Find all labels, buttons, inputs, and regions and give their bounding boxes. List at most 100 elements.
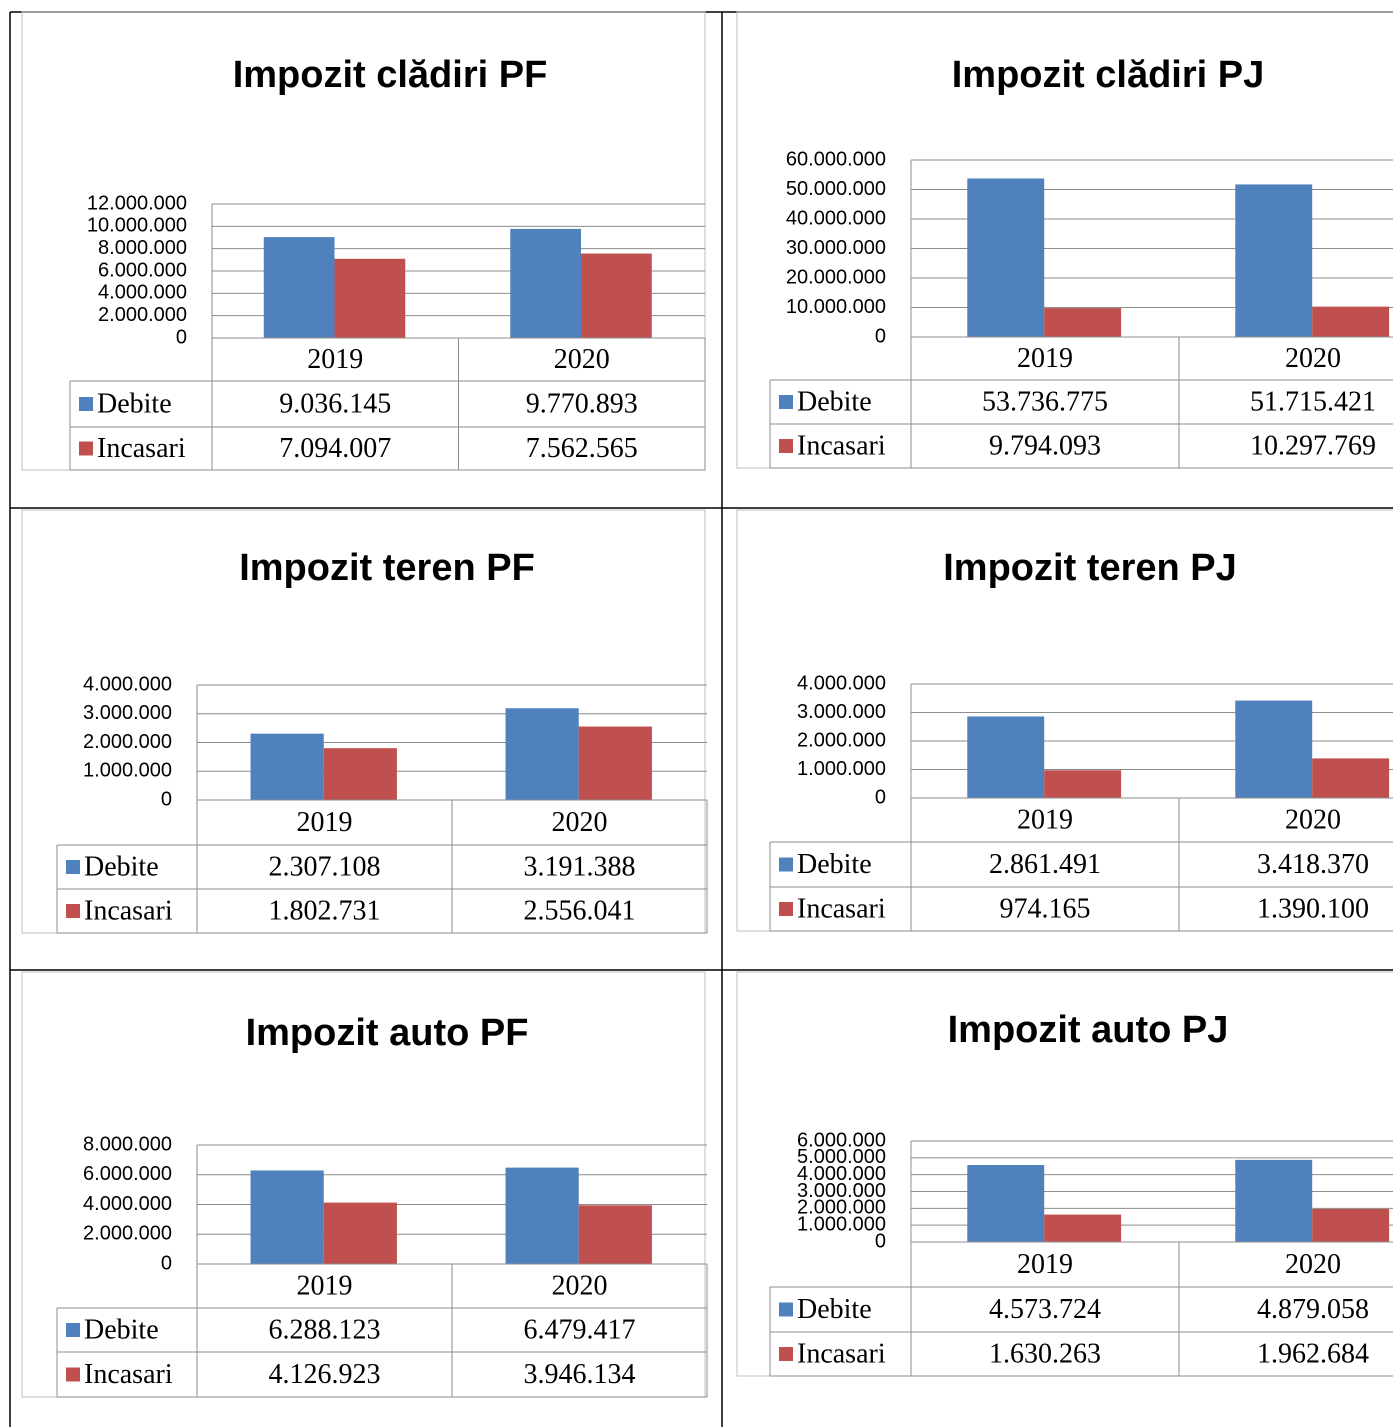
- legend-swatch: [66, 1367, 80, 1382]
- bar: [1312, 758, 1390, 798]
- y-tick-label: 40.000.000: [786, 207, 886, 229]
- x-tick-label: 2019: [1017, 804, 1073, 835]
- x-tick-label: 2020: [1285, 1249, 1341, 1280]
- y-tick-label: 0: [176, 326, 187, 348]
- x-tick-label: 2020: [1285, 343, 1341, 374]
- bar: [1044, 308, 1122, 337]
- data-table-value: 2.307.108: [269, 851, 381, 882]
- legend-swatch: [66, 904, 80, 918]
- legend-swatch: [66, 860, 80, 874]
- data-table-value: 53.736.775: [982, 386, 1108, 417]
- legend-swatch: [779, 1302, 793, 1317]
- legend-swatch: [779, 1347, 793, 1361]
- legend-label: Debite: [797, 849, 872, 880]
- bar: [1312, 1208, 1390, 1242]
- x-tick-label: 2020: [1285, 804, 1341, 835]
- y-tick-label: 2.000.000: [797, 1197, 886, 1219]
- y-tick-label: 4.000.000: [797, 672, 886, 694]
- bar: [967, 1165, 1045, 1242]
- chart-title: Impozit auto PJ: [948, 1009, 1229, 1051]
- legend-swatch: [779, 857, 793, 872]
- data-table-value: 974.165: [1000, 893, 1091, 924]
- x-tick-label: 2019: [297, 1270, 353, 1301]
- bar: [1235, 1159, 1313, 1242]
- data-table-value: 3.418.370: [1257, 849, 1369, 880]
- y-tick-label: 30.000.000: [786, 237, 886, 259]
- chart-title: Impozit clădiri PF: [233, 54, 548, 96]
- x-tick-label: 2019: [297, 807, 353, 838]
- y-tick-label: 4.000.000: [83, 673, 172, 695]
- legend-label: Debite: [797, 386, 872, 417]
- x-tick-label: 2020: [554, 344, 610, 375]
- y-tick-label: 0: [161, 788, 172, 810]
- y-tick-label: 1.000.000: [797, 758, 886, 780]
- data-table-value: 4.126.923: [269, 1359, 381, 1390]
- x-tick-label: 2020: [552, 807, 608, 838]
- data-table-value: 1.962.684: [1257, 1338, 1369, 1369]
- bar: [510, 228, 582, 338]
- y-tick-label: 50.000.000: [786, 178, 886, 200]
- legend-label: Incasari: [797, 430, 886, 461]
- bar: [263, 237, 335, 338]
- legend-label: Debite: [797, 1294, 872, 1325]
- chart-title: Impozit auto PF: [246, 1012, 529, 1054]
- y-tick-label: 3.000.000: [797, 701, 886, 723]
- y-tick-label: 20.000.000: [786, 266, 886, 288]
- y-tick-label: 4.000.000: [83, 1193, 172, 1215]
- legend-swatch: [79, 397, 93, 411]
- bar: [250, 1170, 324, 1264]
- data-table-value: 2.556.041: [524, 895, 636, 926]
- y-tick-label: 2.000.000: [83, 1223, 172, 1245]
- data-table-value: 4.573.724: [989, 1294, 1101, 1325]
- data-table-value: 1.390.100: [1257, 893, 1369, 924]
- x-tick-label: 2019: [1017, 343, 1073, 374]
- bar: [1235, 700, 1313, 798]
- y-tick-label: 2.000.000: [98, 304, 187, 326]
- bar: [967, 178, 1045, 337]
- y-tick-label: 0: [161, 1252, 172, 1274]
- y-tick-label: 60.000.000: [786, 148, 886, 170]
- bar: [967, 716, 1045, 798]
- data-table-value: 3.191.388: [524, 851, 636, 882]
- bar: [578, 1205, 652, 1264]
- y-tick-label: 8.000.000: [98, 237, 187, 259]
- y-tick-label: 6.000.000: [797, 1129, 886, 1151]
- bar: [1044, 770, 1122, 798]
- y-tick-label: 8.000.000: [83, 1133, 172, 1155]
- data-table-value: 7.562.565: [526, 433, 638, 464]
- y-tick-label: 3.000.000: [797, 1180, 886, 1202]
- bar: [323, 748, 397, 800]
- legend-swatch: [66, 1323, 80, 1337]
- legend-label: Debite: [84, 1314, 159, 1345]
- bar: [505, 708, 579, 800]
- legend-label: Debite: [84, 851, 159, 882]
- y-tick-label: 1.000.000: [83, 760, 172, 782]
- x-tick-label: 2020: [552, 1270, 608, 1301]
- bar: [334, 258, 406, 338]
- y-tick-label: 10.000.000: [786, 296, 886, 318]
- data-table-value: 9.794.093: [989, 430, 1101, 461]
- legend-label: Incasari: [797, 893, 886, 924]
- bar: [578, 726, 652, 800]
- y-tick-label: 6.000.000: [98, 259, 187, 281]
- bar: [505, 1167, 579, 1264]
- legend-label: Incasari: [97, 433, 186, 464]
- chart-title: Impozit teren PJ: [943, 547, 1237, 589]
- legend-swatch: [779, 902, 793, 916]
- y-tick-label: 1.000.000: [797, 1213, 886, 1235]
- data-table-value: 9.770.893: [526, 388, 638, 419]
- x-tick-label: 2019: [307, 344, 363, 375]
- layout-table: [9, 11, 1393, 1427]
- data-table-value: 3.946.134: [524, 1359, 636, 1390]
- y-tick-label: 6.000.000: [83, 1163, 172, 1185]
- y-tick-label: 12.000.000: [87, 192, 187, 214]
- y-tick-label: 4.000.000: [797, 1163, 886, 1185]
- data-table-value: 4.879.058: [1257, 1294, 1369, 1325]
- chart-title: Impozit teren PF: [239, 547, 535, 589]
- data-table-value: 6.288.123: [269, 1314, 381, 1345]
- bar: [1235, 184, 1313, 337]
- y-tick-label: 0: [875, 325, 886, 347]
- y-tick-label: 2.000.000: [797, 729, 886, 751]
- legend-label: Incasari: [84, 1359, 173, 1390]
